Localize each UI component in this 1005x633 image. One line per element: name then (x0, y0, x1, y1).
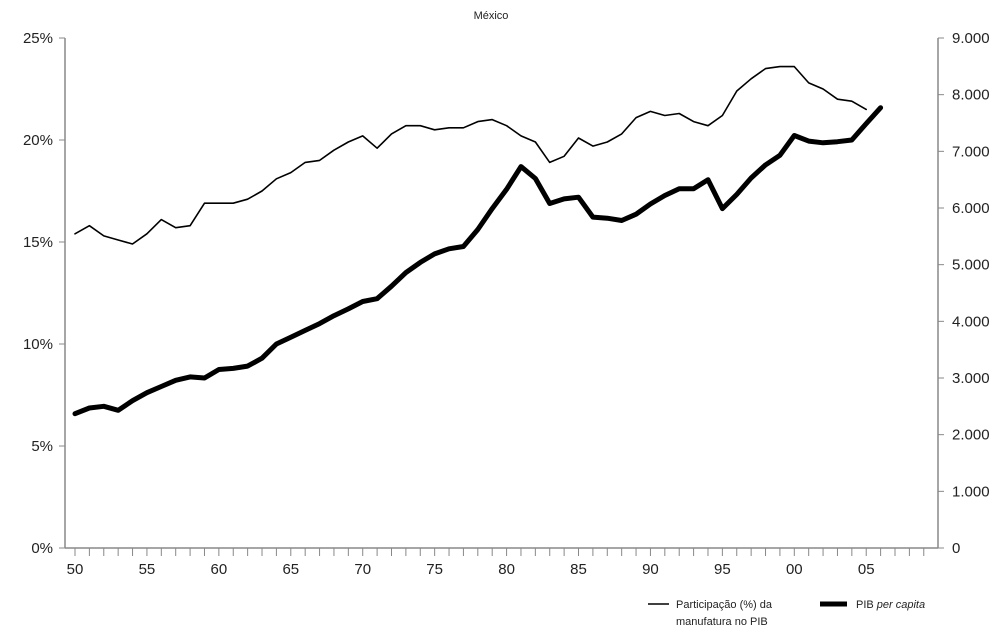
y-left-tick-label: 5% (31, 438, 53, 455)
legend-pib-plain: PIB (856, 599, 874, 611)
y-left-tick-label: 15% (23, 234, 53, 251)
y-right-tick-label: 5.000 (952, 257, 990, 274)
y-left-tick-label: 20% (23, 132, 53, 149)
legend-pib-label: PIB per capita (856, 599, 925, 611)
x-tick-label: 70 (354, 561, 371, 578)
legend-manufacturing-label-line2: manufatura no PIB (676, 616, 768, 628)
y-right-tick-label: 6.000 (952, 200, 990, 217)
plot-area: 50 55 60 65 70 75 80 85 90 95 00 05 0% 5% 10% 15% 20% 25%… (23, 30, 990, 578)
legend: Participação (%) da manufatura no PIB PI… (648, 599, 925, 628)
series-line-manufacturing-share (74, 65, 868, 245)
y-right-tick-label: 0 (952, 540, 960, 557)
y-right-tick-label: 1.000 (952, 483, 990, 500)
y-right-tick-label: 9.000 (952, 30, 990, 47)
x-tick-label: 85 (570, 561, 587, 578)
legend-pib-italic: per capita (876, 599, 925, 611)
y-right-tick-label: 3.000 (952, 370, 990, 387)
legend-manufacturing-label-line1: Participação (%) da (676, 599, 773, 611)
y-left-tick-label: 0% (31, 540, 53, 557)
y-right-tick-label: 8.000 (952, 87, 990, 104)
series-line-pib-per-capita (72, 105, 884, 417)
x-tick-label: 50 (67, 561, 84, 578)
y-right-tick-label: 4.000 (952, 313, 990, 330)
x-tick-label: 65 (282, 561, 299, 578)
y-right-tick-label: 2.000 (952, 427, 990, 444)
chart-title: México (474, 10, 509, 22)
x-tick-label: 05 (858, 561, 875, 578)
y-left-tick-label: 10% (23, 336, 53, 353)
x-tick-label: 75 (426, 561, 443, 578)
x-tick-label: 95 (714, 561, 731, 578)
y-right-tick-label: 7.000 (952, 143, 990, 160)
x-tick-label: 90 (642, 561, 659, 578)
x-tick-label: 00 (786, 561, 803, 578)
x-tick-label: 60 (211, 561, 228, 578)
series-layer (72, 65, 884, 417)
x-tick-label: 55 (139, 561, 156, 578)
y-left-tick-label: 25% (23, 30, 53, 47)
ticks-layer: 50 55 60 65 70 75 80 85 90 95 00 05 0% 5% 10% 15% 20% 25%… (23, 30, 990, 578)
x-tick-label: 80 (498, 561, 515, 578)
